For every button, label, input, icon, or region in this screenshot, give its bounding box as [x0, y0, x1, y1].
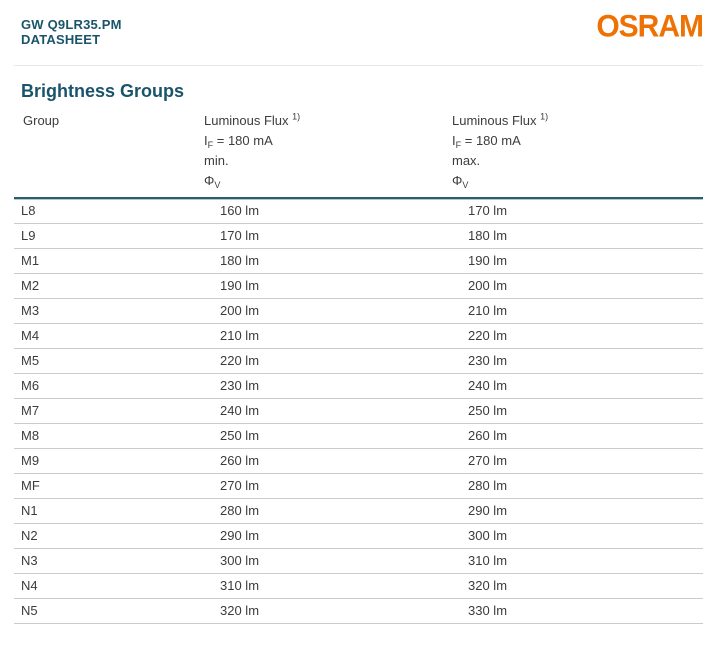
flux-min-cell: 320 lm — [204, 599, 452, 624]
flux-min-cell: 310 lm — [204, 574, 452, 599]
table-row: M1 180 lm 190 lm — [14, 249, 703, 274]
flux-min-cell: 190 lm — [204, 274, 452, 299]
osram-logo: OSRAM — [596, 9, 704, 44]
column-header-group: Group — [14, 109, 204, 199]
flux-min-cell: 170 lm — [204, 224, 452, 249]
group-cell: N1 — [14, 499, 204, 524]
table-row: L9 170 lm 180 lm — [14, 224, 703, 249]
flux-min-cell: 300 lm — [204, 549, 452, 574]
table-body: L8 160 lm 170 lm L9 170 lm 180 lm M1 180… — [14, 199, 703, 624]
flux-max-cell: 250 lm — [452, 399, 703, 424]
flux-max-cell: 260 lm — [452, 424, 703, 449]
flux-min-cell: 200 lm — [204, 299, 452, 324]
flux-min-cell: 280 lm — [204, 499, 452, 524]
table-row: N3 300 lm 310 lm — [14, 549, 703, 574]
flux-max-cell: 320 lm — [452, 574, 703, 599]
table-row: M4 210 lm 220 lm — [14, 324, 703, 349]
product-block: GW Q9LR35.PM DATASHEET — [14, 17, 703, 47]
group-cell: N4 — [14, 574, 204, 599]
table-row: N4 310 lm 320 lm — [14, 574, 703, 599]
flux-max-cell: 230 lm — [452, 349, 703, 374]
doc-type-label: DATASHEET — [21, 32, 101, 47]
flux-max-cell: 170 lm — [452, 199, 703, 224]
table-row: N1 280 lm 290 lm — [14, 499, 703, 524]
flux-max-cell: 190 lm — [452, 249, 703, 274]
flux-max-cell: 270 lm — [452, 449, 703, 474]
flux-max-cell: 220 lm — [452, 324, 703, 349]
group-cell: L8 — [14, 199, 204, 224]
table-row: MF 270 lm 280 lm — [14, 474, 703, 499]
table-row: M6 230 lm 240 lm — [14, 374, 703, 399]
flux-max-cell: 280 lm — [452, 474, 703, 499]
flux-max-cell: 330 lm — [452, 599, 703, 624]
flux-max-cell: 210 lm — [452, 299, 703, 324]
group-cell: M5 — [14, 349, 204, 374]
group-cell: M4 — [14, 324, 204, 349]
brightness-groups-table: Group Luminous Flux 1) IF = 180 mA min. ΦV … — [14, 109, 703, 624]
flux-min-cell: 180 lm — [204, 249, 452, 274]
flux-min-cell: 250 lm — [204, 424, 452, 449]
table-row: N2 290 lm 300 lm — [14, 524, 703, 549]
group-cell: M1 — [14, 249, 204, 274]
table-row: M2 190 lm 200 lm — [14, 274, 703, 299]
flux-max-cell: 290 lm — [452, 499, 703, 524]
page-header: GW Q9LR35.PM DATASHEET OSRAM — [14, 0, 704, 65]
column-header-flux-max: Luminous Flux 1) IF = 180 mA max. ΦV — [452, 109, 703, 199]
table-row: M7 240 lm 250 lm — [14, 399, 703, 424]
flux-min-cell: 290 lm — [204, 524, 452, 549]
table-row: L8 160 lm 170 lm — [14, 199, 703, 224]
flux-max-cell: 310 lm — [452, 549, 703, 574]
table-row: N5 320 lm 330 lm — [14, 599, 703, 624]
table-row: M8 250 lm 260 lm — [14, 424, 703, 449]
flux-min-cell: 210 lm — [204, 324, 452, 349]
table-row: M5 220 lm 230 lm — [14, 349, 703, 374]
flux-min-cell: 220 lm — [204, 349, 452, 374]
group-cell: M6 — [14, 374, 204, 399]
flux-min-cell: 270 lm — [204, 474, 452, 499]
product-name: GW Q9LR35.PM — [21, 17, 122, 32]
section-title: Brightness Groups — [21, 81, 185, 101]
table-row: M3 200 lm 210 lm — [14, 299, 703, 324]
group-cell: N2 — [14, 524, 204, 549]
flux-max-cell: 300 lm — [452, 524, 703, 549]
group-cell: M8 — [14, 424, 204, 449]
flux-min-cell: 260 lm — [204, 449, 452, 474]
flux-min-cell: 240 lm — [204, 399, 452, 424]
flux-min-cell: 230 lm — [204, 374, 452, 399]
table-header-row: Group Luminous Flux 1) IF = 180 mA min. ΦV … — [14, 109, 703, 199]
table-row: M9 260 lm 270 lm — [14, 449, 703, 474]
flux-max-cell: 240 lm — [452, 374, 703, 399]
group-cell: N5 — [14, 599, 204, 624]
group-cell: MF — [14, 474, 204, 499]
flux-max-cell: 200 lm — [452, 274, 703, 299]
group-cell: M9 — [14, 449, 204, 474]
flux-min-cell: 160 lm — [204, 199, 452, 224]
column-header-flux-min: Luminous Flux 1) IF = 180 mA min. ΦV — [204, 109, 452, 199]
flux-max-cell: 180 lm — [452, 224, 703, 249]
group-cell: M3 — [14, 299, 204, 324]
group-cell: L9 — [14, 224, 204, 249]
group-cell: N3 — [14, 549, 204, 574]
group-cell: M2 — [14, 274, 204, 299]
header-divider — [14, 65, 703, 66]
group-cell: M7 — [14, 399, 204, 424]
